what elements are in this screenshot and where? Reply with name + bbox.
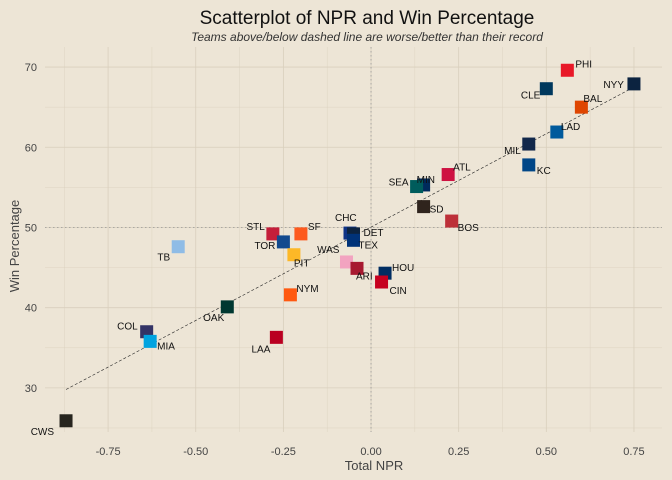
point-label-tb: TB bbox=[157, 253, 170, 264]
point-label-sea: SEA bbox=[389, 178, 409, 189]
data-point-sea bbox=[410, 180, 424, 194]
point-label-nyy: NYY bbox=[603, 80, 624, 91]
data-point-ari bbox=[350, 261, 364, 275]
point-label-sf: SF bbox=[308, 222, 321, 233]
data-point-cws bbox=[59, 414, 73, 428]
point-label-tor: TOR bbox=[254, 241, 275, 252]
point-label-tex: TEX bbox=[359, 240, 379, 251]
x-axis-title: Total NPR bbox=[345, 458, 404, 473]
x-tick-label: 0.25 bbox=[448, 446, 469, 458]
data-point-stl bbox=[266, 227, 280, 241]
data-point-atl bbox=[441, 168, 455, 182]
data-point-cle bbox=[539, 82, 553, 96]
point-label-cin: CIN bbox=[390, 286, 407, 297]
data-points bbox=[59, 63, 641, 428]
data-point-sf bbox=[294, 227, 308, 241]
point-labels: PHI NYY CLE BAL LAD MIL KC ATL MIN SEA SD BOS CHC DET… bbox=[31, 59, 625, 438]
data-point-nyy bbox=[627, 77, 641, 91]
point-label-phi: PHI bbox=[575, 59, 592, 70]
y-tick-label: 30 bbox=[25, 383, 37, 395]
data-point-mia bbox=[143, 334, 157, 348]
x-tick-label: -0.75 bbox=[96, 446, 121, 458]
data-point-tb bbox=[171, 240, 185, 254]
y-axis-ticks: 30 40 50 60 70 bbox=[25, 62, 37, 395]
point-label-nym: NYM bbox=[296, 284, 318, 295]
point-label-mia: MIA bbox=[157, 341, 175, 352]
x-tick-label: -0.25 bbox=[271, 446, 296, 458]
x-axis-ticks: -0.75 -0.50 -0.25 0.00 0.25 0.50 0.75 bbox=[96, 446, 645, 458]
point-label-was: WAS bbox=[317, 245, 340, 256]
data-point-bos bbox=[445, 214, 459, 228]
x-tick-label: 0.50 bbox=[536, 446, 557, 458]
point-label-hou: HOU bbox=[392, 263, 414, 274]
chart-subtitle: Teams above/below dashed line are worse/… bbox=[191, 30, 543, 44]
y-tick-label: 50 bbox=[25, 222, 37, 234]
point-label-det: DET bbox=[364, 228, 384, 239]
data-point-phi bbox=[560, 63, 574, 77]
point-label-stl: STL bbox=[247, 222, 266, 233]
y-axis-title: Win Percentage bbox=[7, 200, 22, 293]
data-point-tex bbox=[347, 233, 360, 247]
data-point-bal bbox=[574, 100, 588, 114]
x-tick-label: 0.00 bbox=[360, 446, 381, 458]
point-label-bos: BOS bbox=[458, 223, 479, 234]
y-tick-label: 60 bbox=[25, 142, 37, 154]
point-label-col: COL bbox=[117, 322, 138, 333]
data-point-laa bbox=[269, 330, 283, 344]
chart-title: Scatterplot of NPR and Win Percentage bbox=[200, 8, 535, 29]
point-label-kc: KC bbox=[537, 166, 551, 177]
data-point-sd bbox=[417, 200, 431, 214]
point-label-lad: LAD bbox=[561, 122, 580, 133]
point-label-bal: BAL bbox=[583, 94, 602, 105]
point-label-laa: LAA bbox=[251, 344, 270, 355]
data-point-lad bbox=[550, 125, 564, 139]
data-point-oak bbox=[220, 300, 234, 314]
point-label-mil: MIL bbox=[504, 146, 521, 157]
point-label-oak: OAK bbox=[203, 313, 224, 324]
point-label-cle: CLE bbox=[521, 91, 541, 102]
point-label-cws: CWS bbox=[31, 427, 55, 438]
x-tick-label: -0.50 bbox=[183, 446, 208, 458]
data-point-tor bbox=[276, 235, 290, 249]
data-point-mil bbox=[522, 137, 536, 151]
y-tick-label: 40 bbox=[25, 303, 37, 315]
point-label-chc: CHC bbox=[335, 213, 357, 224]
y-tick-label: 70 bbox=[25, 62, 37, 74]
data-point-cin bbox=[375, 275, 389, 289]
grid bbox=[45, 47, 662, 432]
point-label-min: MIN bbox=[417, 175, 435, 186]
point-label-pit: PIT bbox=[294, 259, 310, 270]
x-tick-label: 0.75 bbox=[623, 446, 644, 458]
data-point-was bbox=[339, 255, 353, 269]
point-label-atl: ATL bbox=[453, 163, 471, 174]
point-label-ari: ARI bbox=[356, 271, 373, 282]
data-point-kc bbox=[522, 158, 536, 172]
data-point-nym bbox=[283, 288, 297, 302]
point-label-sd: SD bbox=[430, 205, 444, 216]
data-point-pit bbox=[287, 248, 301, 262]
